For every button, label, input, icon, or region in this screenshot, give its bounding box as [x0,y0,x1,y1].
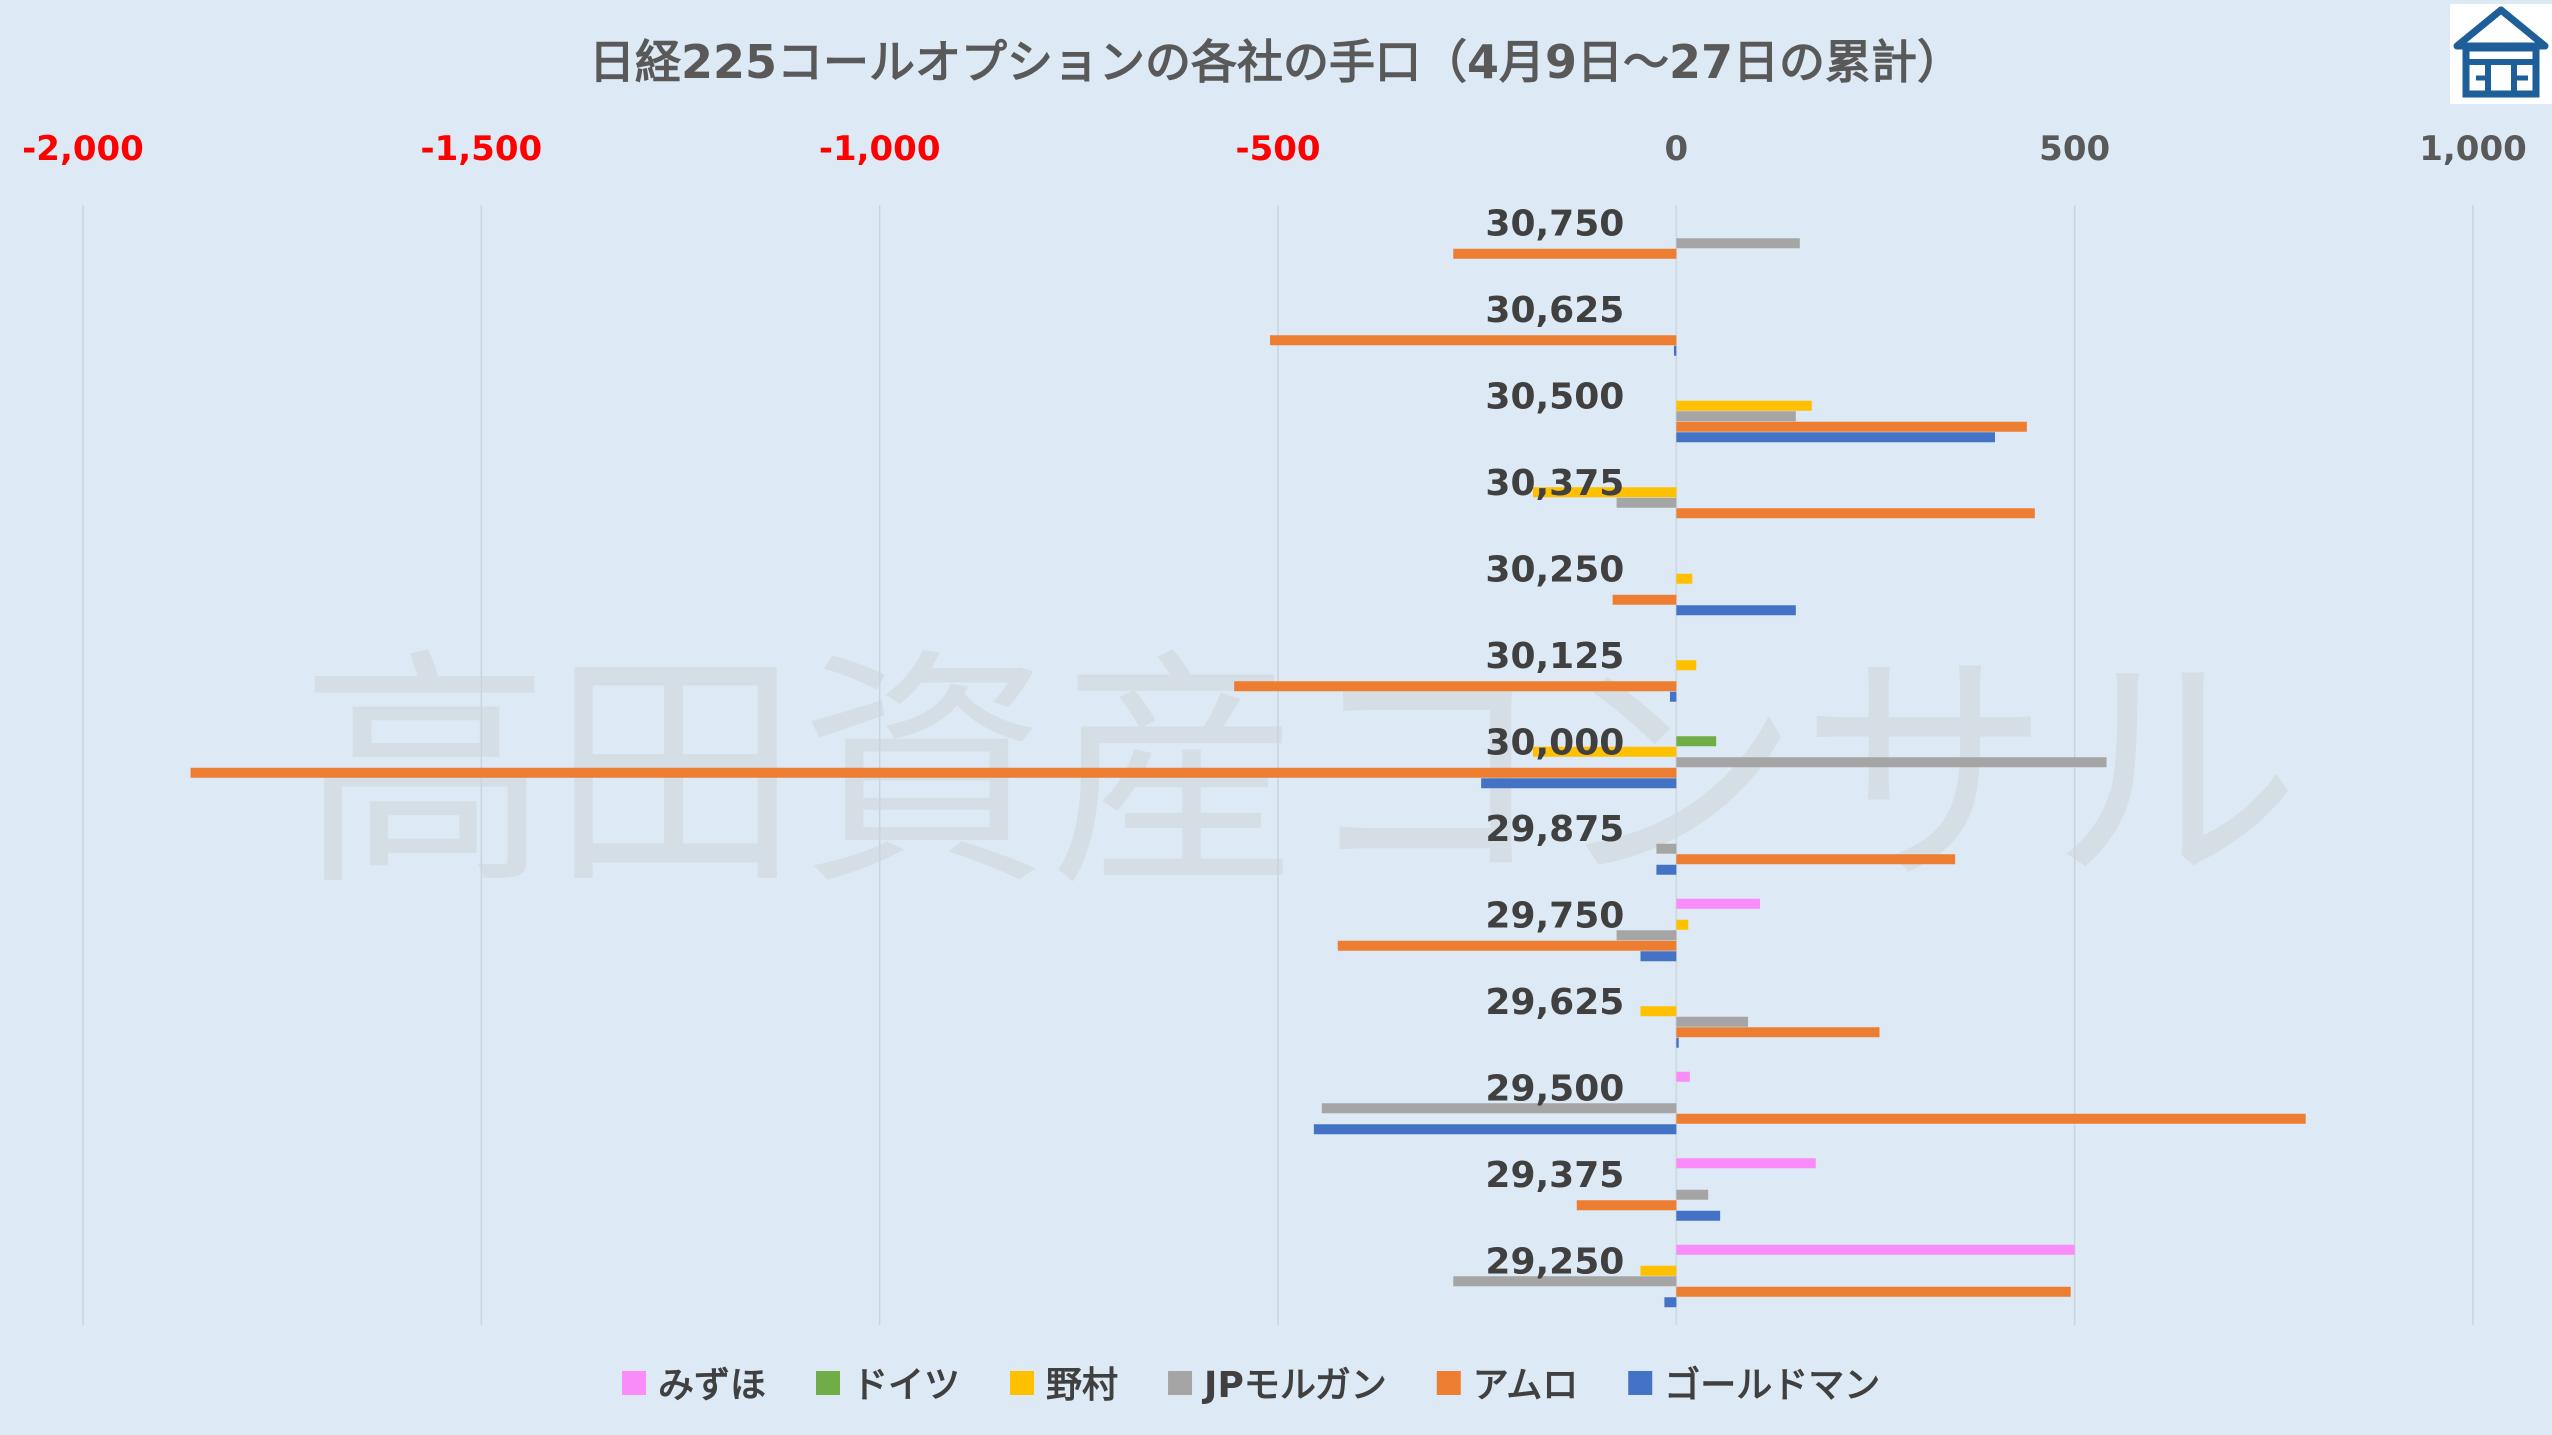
category-label: 29,750 [1485,895,1624,936]
legend-swatch [1436,1371,1461,1395]
bars [190,206,2306,1308]
category-label: 30,750 [1485,203,1624,244]
category-labels: 30,750 30,625 30,500 30,375 30,250 30,125 30,0… [1485,203,1624,1282]
bar [1676,1016,1749,1027]
bar [190,767,1677,778]
bar [1676,421,2027,432]
bar [1669,691,1677,702]
x-tick-label: -2,000 [22,129,144,169]
category-label: 30,000 [1485,722,1624,763]
bar [1656,843,1677,854]
category-label: 30,625 [1485,290,1624,331]
bar [1676,757,2107,768]
bar [1673,345,1677,356]
bar [1676,898,1760,909]
legend-label: ドイツ [852,1365,960,1406]
x-tick-label: 500 [2039,129,2110,169]
bar [1676,605,1796,616]
bar [1676,411,1796,422]
bar [1676,1210,1721,1221]
bar [1664,1297,1677,1308]
bar [1676,1037,1679,1048]
bar [1676,1113,2306,1124]
x-tick-label: -1,500 [421,129,543,169]
legend-label: ゴールドマン [1664,1364,1880,1406]
bar [1270,335,1677,346]
bar [1337,940,1677,951]
bar [1532,746,1677,757]
bar [1453,1276,1677,1287]
bar [1676,1244,2075,1255]
bar [1676,573,1693,584]
bar [1313,1124,1677,1135]
bar [1640,951,1677,962]
bar [1576,1200,1677,1211]
category-label: 29,250 [1485,1241,1624,1282]
bar [1676,1071,1690,1082]
x-tick-label: 1,000 [2419,129,2527,169]
category-label: 29,625 [1485,982,1624,1023]
bar [1676,854,1956,865]
bar [1676,736,1717,747]
bar [1676,508,2035,519]
bar [1656,864,1677,875]
legend-swatch [1628,1371,1653,1395]
bar [1640,1265,1677,1276]
x-tick-label: -500 [1235,129,1320,169]
category-label: 30,500 [1485,376,1624,417]
category-label: 30,375 [1485,463,1624,504]
bar [1321,1103,1677,1114]
category-label: 29,500 [1485,1068,1624,1109]
legend-swatch [1010,1371,1035,1395]
x-tick-label: -1,000 [819,129,941,169]
x-tick-label: 0 [1664,129,1688,169]
logo-icon [2450,4,2552,104]
category-label: 30,125 [1485,636,1624,677]
bar [1676,238,1800,249]
bar [1234,681,1677,692]
bar [1676,1027,1880,1038]
bar [1532,487,1677,498]
legend: みずほ ドイツ 野村 JPモルガン アムロ ゴールドマン [622,1364,1880,1406]
bar [1676,432,1995,443]
category-label: 30,250 [1485,549,1624,590]
category-label: 29,875 [1485,809,1624,850]
legend-swatch [1168,1371,1193,1395]
legend-label: アムロ [1473,1365,1578,1406]
bar [1676,660,1697,671]
bar [1676,1189,1709,1200]
bar [1676,919,1689,930]
bar [1616,930,1677,941]
bar [1453,248,1677,259]
legend-label: 野村 [1046,1365,1118,1406]
bar [1616,497,1677,508]
chart-title: 日経225コールオプションの各社の手口（4月9日～27日の累計） [589,35,1963,89]
x-axis-ticks: -2,000 -1,500 -1,000 -500 0 500 1,000 [22,129,2527,169]
bar [1676,1158,1816,1169]
legend-label: JPモルガン [1201,1365,1387,1406]
legend-swatch [816,1371,841,1395]
legend-label: みずほ [658,1365,766,1406]
bar [1676,400,1812,411]
legend-swatch [622,1371,646,1395]
bar [1676,1286,2071,1297]
bar [1612,594,1677,605]
bar [1481,778,1677,789]
bar [1640,1006,1677,1017]
category-label: 29,375 [1485,1155,1624,1196]
